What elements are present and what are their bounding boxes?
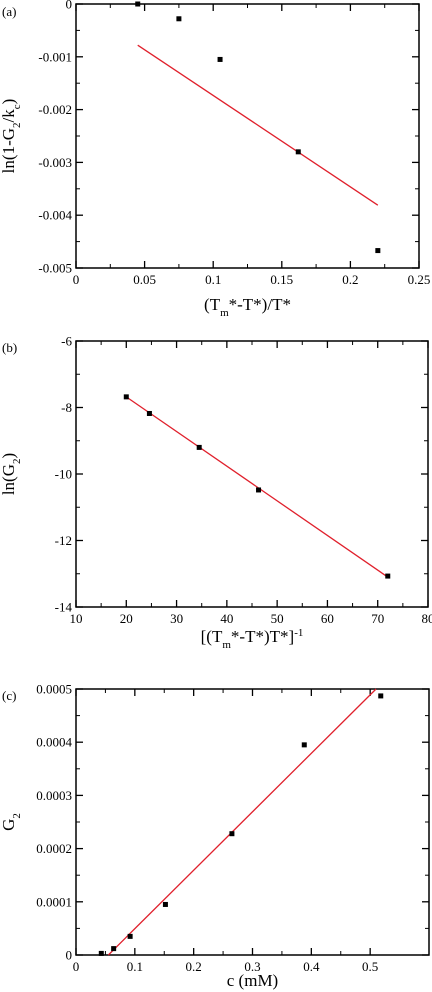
x-tick-label: 20 (120, 611, 133, 626)
x-tick-label: 0.4 (303, 959, 320, 974)
chart-panel-3: (c) 0 0.1 0.2 0.3 0.4 0.5 0 0.0001 0.0002 0.0003 0.… (0, 682, 430, 990)
fit-line (107, 688, 377, 956)
panel-label: (c) (2, 688, 16, 703)
x-tick-label: 0.1 (127, 959, 143, 974)
y-tick-label: -0.001 (38, 49, 72, 64)
y-tick-label: -8 (61, 400, 72, 415)
x-tick-label: 0.05 (133, 272, 156, 287)
panel-label: (a) (2, 4, 16, 19)
y-axis-label: ln(1-G2/kc) (0, 99, 23, 174)
x-tick-label: 40 (220, 611, 233, 626)
fit-line (125, 396, 389, 578)
data-point (378, 693, 384, 699)
y-tick-label: -6 (61, 334, 72, 349)
y-tick-label: -14 (55, 600, 73, 615)
x-tick-label: 0.2 (342, 272, 358, 287)
data-point (375, 248, 381, 254)
x-tick-label: 60 (321, 611, 334, 626)
fit-line (137, 44, 379, 206)
data-point (229, 831, 235, 837)
y-tick-label: -12 (55, 533, 72, 548)
y-tick-label: 0.0001 (36, 894, 72, 909)
y-tick-label: 0.0004 (36, 735, 72, 750)
data-point (123, 394, 129, 400)
x-axis-label: (Tm*-T*)/T* (204, 295, 291, 319)
y-tick-label: -0.002 (38, 102, 72, 117)
plot-frame (75, 340, 429, 608)
y-tick-label: -10 (55, 467, 72, 482)
y-tick-label: 0.0005 (36, 682, 72, 697)
x-tick-label: 70 (371, 611, 384, 626)
x-tick-label: 30 (170, 611, 183, 626)
y-tick-label: 0.0003 (36, 788, 72, 803)
x-tick-label: 0.1 (205, 272, 221, 287)
plot-frame (75, 3, 420, 269)
x-tick-label: 0.15 (270, 272, 293, 287)
y-tick-label: 0 (66, 0, 73, 12)
data-point (256, 487, 262, 493)
data-point (98, 950, 104, 956)
plot-frame (75, 688, 430, 956)
data-point (127, 933, 133, 939)
x-tick-label: 0 (73, 272, 80, 287)
x-tick-label: 0.25 (408, 272, 431, 287)
x-axis-label: c (mM) (227, 971, 278, 990)
y-tick-label: -0.003 (38, 155, 72, 170)
x-tick-label: 80 (422, 611, 432, 626)
x-tick-label: 0.3 (244, 959, 260, 974)
x-tick-label: 50 (271, 611, 284, 626)
y-tick-label: 0.0002 (36, 841, 72, 856)
y-tick-label: -0.004 (38, 208, 72, 223)
x-tick-label: 0.2 (186, 959, 202, 974)
data-point (295, 149, 301, 155)
x-axis-label: [(Tm*-T*)T*]-1 (201, 627, 304, 651)
x-tick-label: 0 (73, 959, 80, 974)
chart-panel-2: (b) 10 20 30 40 50 60 70 80 -14 -12 -10 -8 -6 [(Tm*-T*… (0, 334, 432, 652)
data-point (301, 742, 307, 748)
y-axis-label: ln(G2) (0, 453, 23, 495)
data-point (196, 444, 202, 450)
y-axis-label: G2 (0, 813, 23, 831)
chart-panel-1: (a) 0 0.05 0.1 0.15 0.2 0.25 -0.005 -0.004 -0.003… (0, 0, 430, 319)
x-tick-label: 0.5 (362, 959, 378, 974)
panel-label: (b) (2, 340, 17, 355)
x-tick-label: 10 (70, 611, 83, 626)
data-point (135, 1, 141, 7)
data-point (162, 901, 168, 907)
data-point (111, 946, 117, 952)
y-tick-label: -0.005 (38, 261, 72, 276)
y-tick-label: 0 (66, 948, 73, 963)
data-point (176, 16, 182, 22)
data-point (146, 410, 152, 416)
data-point (217, 56, 223, 62)
data-point (385, 573, 391, 579)
